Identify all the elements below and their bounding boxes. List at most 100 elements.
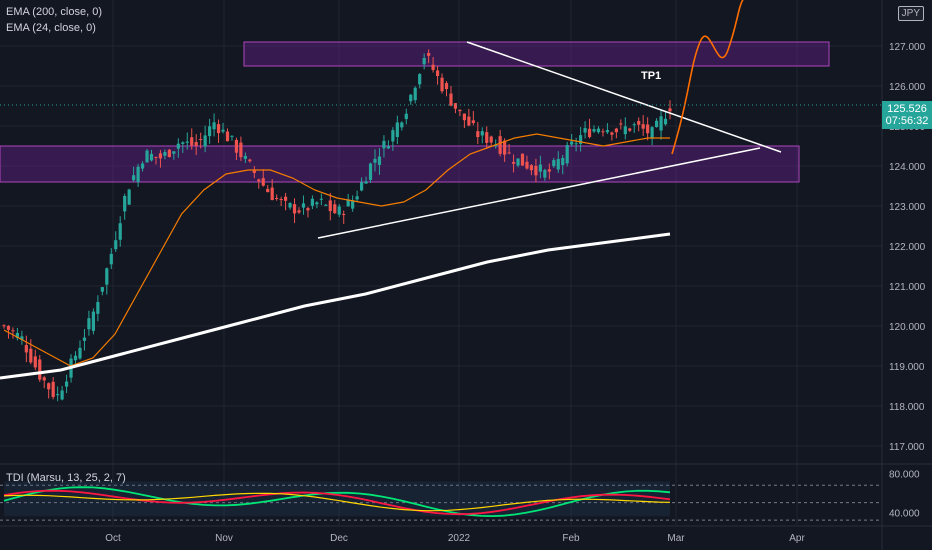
grid: [0, 0, 932, 527]
candle-body: [20, 336, 24, 340]
price-tick-label: 117.000: [889, 442, 925, 453]
candle-body: [297, 210, 301, 213]
candle-body: [570, 141, 574, 145]
projection-path: [671, 0, 744, 155]
candle-body: [592, 129, 596, 132]
candle-body: [605, 129, 610, 133]
candle-body: [351, 200, 355, 209]
candle-body: [453, 103, 458, 109]
tdi-tick-label: 40.000: [889, 508, 920, 519]
candle-body: [458, 109, 462, 112]
candle-body: [132, 175, 136, 181]
candle-body: [185, 141, 189, 143]
price-tick-label: 120.000: [889, 322, 926, 333]
candle-body: [257, 179, 261, 182]
candle-body: [216, 124, 221, 134]
candle-body: [534, 165, 538, 176]
candle-body: [123, 195, 127, 212]
candle-body: [418, 74, 422, 85]
price-tick-label: 118.000: [889, 402, 925, 413]
candle-body: [529, 165, 534, 171]
candle-body: [444, 83, 449, 90]
candle-body: [301, 203, 306, 208]
time-tick-label: Nov: [215, 533, 233, 544]
candle-body: [239, 142, 243, 158]
price-tick-label: 123.000: [889, 202, 926, 213]
candle-body: [288, 203, 292, 208]
candle-body: [252, 170, 256, 173]
candle-body: [346, 199, 350, 207]
currency-badge: JPY: [897, 6, 924, 21]
tdi-pane: 40.000 80.000: [0, 470, 920, 521]
candle-body: [333, 204, 337, 214]
candle-body: [663, 118, 668, 125]
candle-body: [503, 140, 507, 155]
candle-body: [234, 139, 239, 153]
candle-body: [82, 337, 87, 341]
candle-body: [619, 123, 623, 125]
candle-body: [56, 394, 60, 396]
candle-body: [467, 116, 471, 126]
candle-body: [163, 152, 167, 156]
tdi-tick-label: 80.000: [889, 470, 920, 481]
legend-ema200[interactable]: EMA (200, close, 0): [6, 6, 102, 18]
legend-ema24[interactable]: EMA (24, close, 0): [6, 22, 96, 34]
candle-body: [292, 204, 297, 214]
candle-body: [596, 128, 601, 133]
candle-body: [11, 330, 15, 332]
candle-body: [623, 126, 627, 135]
candle-body: [212, 122, 216, 130]
candle-body: [310, 198, 315, 206]
price-tick-label: 119.000: [889, 362, 925, 373]
candle-body: [359, 182, 364, 191]
candle-body: [87, 318, 91, 330]
candle-body: [283, 196, 288, 201]
candle-body: [221, 129, 225, 132]
tdi-base-line: [3, 492, 671, 512]
candles: [2, 49, 672, 402]
candle-body: [646, 124, 650, 134]
legend-tdi[interactable]: TDI (Marsu, 13, 25, 2, 7): [6, 472, 126, 484]
candle-body: [404, 113, 408, 120]
candle-body: [507, 152, 511, 154]
candle-body: [476, 131, 480, 138]
candle-body: [136, 166, 140, 183]
candle-body: [449, 93, 453, 106]
candle-body: [24, 345, 28, 353]
candle-body: [140, 163, 145, 169]
candle-body: [109, 253, 113, 265]
indicator-lines: [0, 133, 671, 380]
tdi-rsi-line: [3, 486, 671, 518]
candle-body: [400, 122, 404, 128]
candle-body: [377, 156, 382, 165]
time-axis[interactable]: Oct Nov Dec 2022 Feb Mar Apr: [105, 533, 805, 544]
candle-body: [105, 268, 109, 285]
candle-body: [64, 381, 69, 387]
candle-body: [462, 113, 466, 121]
candle-body: [91, 311, 95, 331]
candle-body: [47, 383, 51, 390]
candle-body: [78, 347, 82, 359]
candle-body: [51, 381, 55, 397]
trend-lines: [0, 0, 882, 239]
candle-body: [641, 124, 645, 129]
candle-body: [319, 198, 323, 200]
candle-body: [552, 160, 556, 167]
price-axis[interactable]: 117.000 118.000 119.000 120.000 121.000 122.0…: [881, 0, 926, 550]
candle-body: [485, 132, 489, 143]
candle-body: [480, 131, 484, 136]
candle-body: [96, 302, 100, 314]
candle-body: [172, 151, 176, 154]
price-tick-label: 121.000: [889, 282, 926, 293]
candle-body: [427, 52, 431, 56]
candle-body: [422, 58, 426, 65]
time-tick-label: Oct: [105, 533, 121, 544]
candle-body: [579, 135, 583, 144]
ascending-support-line: [317, 147, 761, 239]
candle-body: [266, 188, 270, 193]
candle-body: [511, 161, 516, 164]
candle-body: [520, 153, 525, 166]
candle-body: [203, 135, 207, 147]
candle-body: [556, 159, 560, 170]
